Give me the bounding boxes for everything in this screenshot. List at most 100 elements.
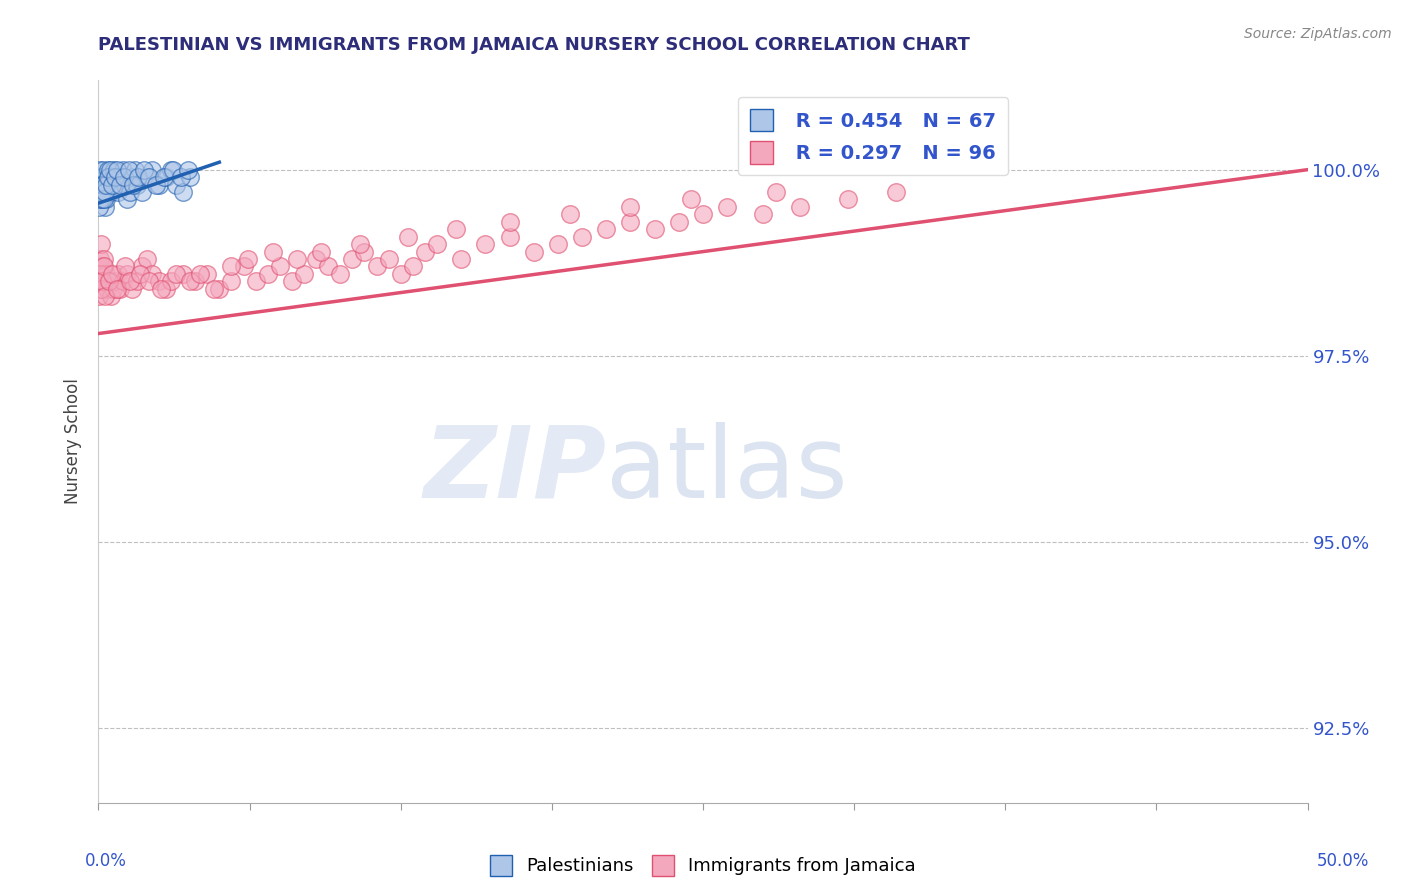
Point [353, 244, 375, 259]
Point [89, 193, 111, 207]
Point [114, 260, 136, 274]
Point [91, 193, 114, 207]
Point [91, 282, 114, 296]
Point [117, 193, 139, 207]
Point [89, 170, 111, 185]
Point [89, 200, 111, 214]
Point [89, 252, 111, 266]
Point [474, 237, 496, 252]
Point [118, 162, 141, 177]
Point [90, 185, 112, 199]
Point [107, 185, 129, 199]
Point [188, 267, 211, 281]
Point [93, 260, 115, 274]
Point [204, 282, 226, 296]
Point [402, 260, 425, 274]
Point [93, 252, 115, 266]
Point [91, 178, 114, 192]
Point [89, 289, 111, 303]
Point [450, 252, 472, 266]
Legend: Palestinians, Immigrants from Jamaica: Palestinians, Immigrants from Jamaica [484, 847, 922, 883]
Point [349, 237, 371, 252]
Point [179, 170, 201, 185]
Point [94, 193, 117, 207]
Point [145, 178, 167, 192]
Point [111, 274, 134, 288]
Legend:  R = 0.454   N = 67,  R = 0.297   N = 96: R = 0.454 N = 67, R = 0.297 N = 96 [738, 97, 1008, 175]
Point [160, 162, 183, 177]
Point [141, 162, 163, 177]
Point [692, 207, 714, 221]
Point [118, 185, 141, 199]
Point [91, 274, 114, 288]
Point [886, 185, 908, 199]
Point [121, 282, 143, 296]
Point [90, 178, 112, 192]
Point [558, 207, 581, 221]
Point [305, 252, 328, 266]
Point [89, 267, 111, 281]
Point [262, 244, 284, 259]
Point [108, 282, 131, 296]
Text: atlas: atlas [606, 422, 848, 519]
Point [97, 162, 120, 177]
Point [108, 170, 131, 185]
Point [107, 267, 129, 281]
Point [135, 252, 157, 266]
Point [127, 274, 149, 288]
Point [135, 170, 157, 185]
Point [90, 178, 112, 192]
Point [131, 185, 153, 199]
Point [329, 267, 352, 281]
Point [765, 185, 787, 199]
Point [195, 267, 218, 281]
Text: PALESTINIAN VS IMMIGRANTS FROM JAMAICA NURSERY SCHOOL CORRELATION CHART: PALESTINIAN VS IMMIGRANTS FROM JAMAICA N… [98, 36, 970, 54]
Point [285, 252, 308, 266]
Point [111, 162, 134, 177]
Point [138, 170, 160, 185]
Point [644, 222, 666, 236]
Point [94, 267, 117, 281]
Point [96, 282, 118, 296]
Point [100, 185, 122, 199]
Point [101, 178, 124, 192]
Text: 50.0%: 50.0% [1316, 852, 1369, 870]
Point [426, 237, 449, 252]
Point [103, 162, 125, 177]
Point [96, 178, 118, 192]
Point [316, 260, 339, 274]
Point [498, 229, 520, 244]
Point [122, 178, 145, 192]
Point [619, 215, 641, 229]
Point [165, 178, 187, 192]
Point [90, 274, 112, 288]
Point [547, 237, 569, 252]
Point [155, 282, 177, 296]
Point [124, 162, 146, 177]
Point [89, 162, 111, 177]
Point [93, 185, 115, 199]
Point [413, 244, 436, 259]
Point [134, 162, 156, 177]
Point [127, 170, 149, 185]
Point [97, 170, 120, 185]
Point [150, 282, 173, 296]
Point [90, 193, 112, 207]
Point [446, 222, 468, 236]
Point [221, 260, 243, 274]
Point [90, 237, 112, 252]
Point [498, 215, 520, 229]
Point [256, 267, 278, 281]
Point [141, 267, 163, 281]
Point [619, 200, 641, 214]
Point [93, 178, 115, 192]
Point [91, 185, 114, 199]
Point [177, 162, 200, 177]
Point [138, 274, 160, 288]
Point [117, 267, 139, 281]
Point [105, 282, 128, 296]
Point [93, 193, 115, 207]
Point [342, 252, 364, 266]
Point [97, 274, 120, 288]
Point [165, 267, 187, 281]
